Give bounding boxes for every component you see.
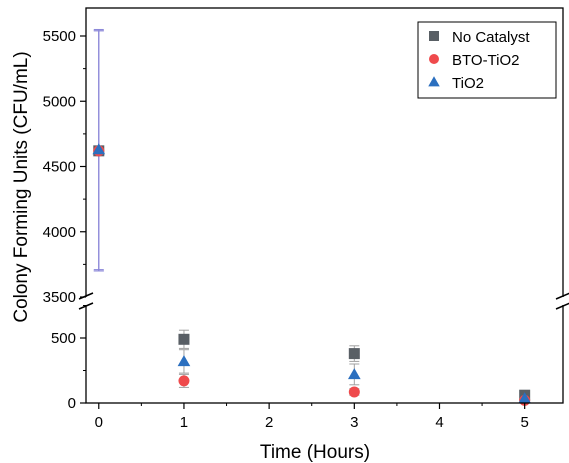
y-tick-label: 4500 xyxy=(43,159,76,176)
data-point-tio2 xyxy=(177,355,191,367)
y-tick-label: 5500 xyxy=(43,28,76,45)
y-tick-label: 4000 xyxy=(43,224,76,241)
y-tick-label: 3500 xyxy=(43,289,76,306)
data-point-tio2 xyxy=(347,368,361,380)
y-tick-label: 500 xyxy=(51,330,76,347)
x-tick-label: 0 xyxy=(95,414,103,431)
x-axis-title: Time (Hours) xyxy=(260,442,370,463)
x-tick-label: 2 xyxy=(265,414,273,431)
y-tick-label: 5000 xyxy=(43,93,76,110)
data-point-tio2 xyxy=(92,143,106,155)
data-point-bto-tio2 xyxy=(178,375,190,387)
legend-marker xyxy=(429,31,439,41)
data-point-no-catalyst xyxy=(348,348,360,360)
axis-break-gap-right xyxy=(559,297,567,305)
legend-label: TiO2 xyxy=(452,75,484,92)
axis-break-mark xyxy=(555,292,569,300)
legend-label: No Catalyst xyxy=(452,29,530,46)
axis-break-mark xyxy=(78,292,94,300)
x-tick-label: 4 xyxy=(435,414,443,431)
plot-frame xyxy=(85,7,564,404)
x-tick-label: 3 xyxy=(350,414,358,431)
legend-marker xyxy=(428,76,440,87)
y-axis-title: Colony Forming Units (CFU/mL) xyxy=(11,51,32,322)
axis-break-gap-left xyxy=(82,297,90,305)
data-point-no-catalyst xyxy=(178,333,190,345)
legend-marker xyxy=(429,54,439,64)
x-tick-label: 5 xyxy=(520,414,528,431)
x-tick-label: 1 xyxy=(180,414,188,431)
y-tick-label: 0 xyxy=(68,395,76,412)
legend-box xyxy=(417,21,557,99)
legend-label: BTO-TiO2 xyxy=(452,52,520,69)
data-point-tio2 xyxy=(518,392,531,404)
data-point-bto-tio2 xyxy=(348,386,360,398)
axis-break-mark xyxy=(555,302,569,310)
